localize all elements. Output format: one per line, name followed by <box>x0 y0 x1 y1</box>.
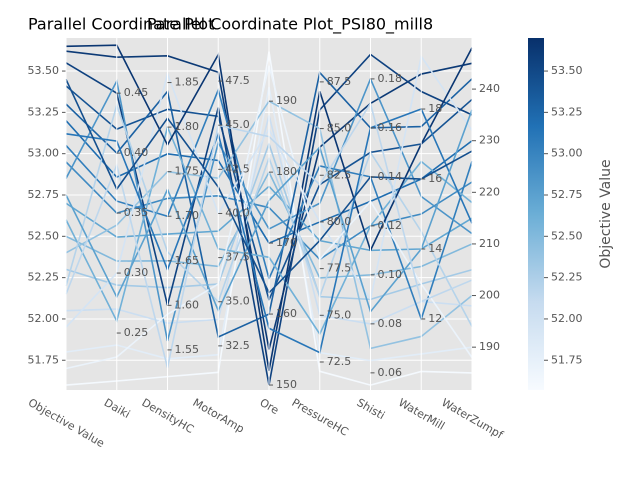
colorbar-tick-label: 53.50 <box>551 64 583 77</box>
axis-tick-label: 200 <box>479 289 500 302</box>
x-axis-label: Ore <box>257 396 281 417</box>
axis-tick-label: 37.5 <box>225 251 250 264</box>
axis-tick-label: 0.45 <box>124 86 149 99</box>
axis-tick-label: 1.70 <box>175 209 200 222</box>
axis-tick-label: 0.40 <box>124 146 149 159</box>
axis-tick-label: 1.80 <box>175 120 200 133</box>
axis-tick-label: 240 <box>479 82 500 95</box>
axis-tick-label: 1.65 <box>175 254 200 267</box>
axis-tick-label: 220 <box>479 185 500 198</box>
y-tick-label: 52.25 <box>28 271 60 284</box>
colorbar-label: Objective Value <box>598 159 614 268</box>
x-axis-label: WaterMill <box>396 396 447 433</box>
axis-tick-label: 45.0 <box>225 118 250 131</box>
colorbar-tick-label: 52.25 <box>551 271 583 284</box>
axis-tick-label: 1.75 <box>175 165 200 178</box>
axis-tick-label: 80.0 <box>327 215 352 228</box>
axis-tick-label: 1.55 <box>175 343 200 356</box>
axis-tick-label: 72.5 <box>327 355 352 368</box>
colorbar-tick-label: 53.00 <box>551 147 583 160</box>
axis-tick-label: 150 <box>276 378 297 391</box>
axis-tick-label: 0.10 <box>378 268 403 281</box>
x-axis-label: MotorAmp <box>191 396 247 436</box>
axis-tick-label: 0.06 <box>378 366 403 379</box>
x-axis-label: Daiki <box>102 396 132 421</box>
x-axis-label: PressureHC <box>289 396 350 439</box>
axis-tick-label: 77.5 <box>327 262 352 275</box>
colorbar-tick-label: 53.25 <box>551 105 583 118</box>
x-axis-label: DensityHC <box>139 396 196 436</box>
axis-tick-label: 0.30 <box>124 266 149 279</box>
colorbar-tick-label: 52.50 <box>551 229 583 242</box>
axis-tick-label: 230 <box>479 134 500 147</box>
axis-tick-label: 14 <box>428 242 442 255</box>
axis-tick-label: 75.0 <box>327 308 352 321</box>
axis-tick-label: 0.25 <box>124 326 149 339</box>
y-tick-label: 53.00 <box>28 147 60 160</box>
chart-subtitle: Parallel Coordinate Plot_PSI80_mill8 <box>147 15 433 35</box>
axis-tick-label: 210 <box>479 237 500 250</box>
axis-tick-label: 87.5 <box>327 75 352 88</box>
axis-tick-label: 35.0 <box>225 295 250 308</box>
axis-tick-label: 0.18 <box>378 72 403 85</box>
colorbar-tick-label: 52.75 <box>551 188 583 201</box>
axis-tick-label: 190 <box>276 94 297 107</box>
x-axis-label: WaterZumpf <box>439 396 506 442</box>
colorbar-tick-label: 52.00 <box>551 312 583 325</box>
axis-tick-label: 32.5 <box>225 339 250 352</box>
axis-tick-label: 0.12 <box>378 219 403 232</box>
colorbar-tick-label: 51.75 <box>551 353 583 366</box>
y-tick-label: 52.00 <box>28 312 60 325</box>
axis-tick-label: 82.5 <box>327 168 352 181</box>
axis-tick-label: 16 <box>428 172 442 185</box>
x-axis-label: Shisti <box>354 396 387 422</box>
y-tick-label: 52.50 <box>28 229 60 242</box>
axis-tick-label: 40.0 <box>225 206 250 219</box>
axis-tick-label: 18 <box>428 102 442 115</box>
colorbar <box>528 38 544 390</box>
y-tick-label: 53.50 <box>28 64 60 77</box>
axis-tick-label: 0.35 <box>124 206 149 219</box>
axis-tick-label: 160 <box>276 307 297 320</box>
y-tick-label: 52.75 <box>28 188 60 201</box>
chart-title: Parallel Coordinate Plot <box>28 15 214 34</box>
y-tick-label: 51.75 <box>28 353 60 366</box>
axis-tick-label: 85.0 <box>327 122 352 135</box>
axis-tick-label: 180 <box>276 165 297 178</box>
axis-tick-label: 47.5 <box>225 74 250 87</box>
axis-tick-label: 1.60 <box>175 298 200 311</box>
axis-tick-label: 0.14 <box>378 170 403 183</box>
y-tick-label: 53.25 <box>28 105 60 118</box>
axis-tick-label: 12 <box>428 312 442 325</box>
axis-tick-label: 0.16 <box>378 121 403 134</box>
axis-tick-label: 1.85 <box>175 76 200 89</box>
axis-tick-label: 170 <box>276 236 297 249</box>
axis-tick-label: 0.08 <box>378 317 403 330</box>
axis-tick-label: 42.5 <box>225 162 250 175</box>
x-axis-label: Objective Value <box>26 396 107 450</box>
axis-tick-label: 190 <box>479 340 500 353</box>
